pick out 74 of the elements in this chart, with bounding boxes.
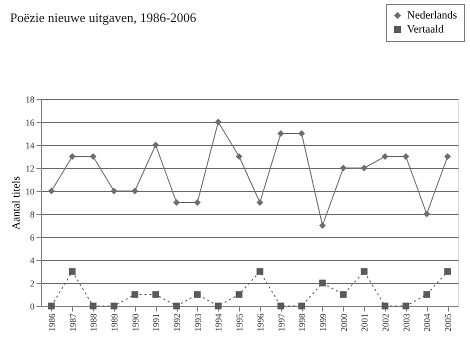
y-tick-label: 2 <box>30 278 34 288</box>
point <box>236 153 242 160</box>
x-tick-label: 1991 <box>151 314 162 332</box>
x-tick-label: 1987 <box>68 313 78 332</box>
point <box>256 268 264 275</box>
point <box>152 142 160 148</box>
x-tick-label: 2004 <box>422 313 432 332</box>
point <box>110 188 118 194</box>
x-tick-label: 2003 <box>401 313 412 332</box>
point <box>277 302 284 310</box>
y-tick-label: 18 <box>26 94 35 104</box>
y-axis-title: Aantal titels <box>10 176 22 230</box>
x-tick-label: 2001 <box>360 314 370 332</box>
x-tick-label: 1995 <box>234 313 245 332</box>
x-tick-label: 2000 <box>338 313 349 332</box>
point <box>48 188 55 194</box>
point <box>173 199 180 206</box>
point <box>423 210 430 218</box>
x-tick-label: 1989 <box>109 313 120 332</box>
y-tick-label: 8 <box>30 210 35 220</box>
x-tick-label: 1988 <box>88 313 99 332</box>
point <box>340 164 347 172</box>
point <box>360 268 368 275</box>
point <box>68 153 76 160</box>
point <box>340 291 347 298</box>
point <box>444 268 451 275</box>
x-tick-label: 1993 <box>192 313 203 332</box>
point <box>131 188 138 194</box>
point <box>194 199 201 206</box>
x-tick-label: 1998 <box>297 313 308 332</box>
point <box>298 130 305 137</box>
x-tick-label: 1994 <box>214 313 224 332</box>
point <box>214 118 222 126</box>
point <box>423 291 430 298</box>
y-tick-label: 16 <box>26 118 35 128</box>
point <box>68 268 76 275</box>
x-tick-label: 1990 <box>130 313 140 332</box>
point <box>194 291 201 298</box>
x-tick-label: 2002 <box>380 314 391 332</box>
point <box>277 130 284 137</box>
legend-label: Nederlands <box>407 10 458 22</box>
x-tick-label: 2005 <box>443 313 454 332</box>
y-tick-label: 6 <box>30 232 35 242</box>
chart-title: Poëzie nieuwe uitgaven, 1986-2006 <box>10 10 197 25</box>
point <box>444 153 451 160</box>
x-tick-label: 1999 <box>318 313 328 332</box>
y-tick-label: 4 <box>30 256 35 266</box>
y-tick-label: 0 <box>30 302 35 312</box>
point <box>110 302 118 310</box>
point <box>90 302 96 310</box>
legend-label: Vertaald <box>407 24 444 36</box>
point <box>360 164 368 172</box>
x-tick-label: 1986 <box>46 313 57 332</box>
x-tick-label: 1992 <box>172 314 182 332</box>
x-tick-label: 1996 <box>255 313 266 332</box>
point <box>236 291 242 298</box>
point <box>173 302 180 310</box>
point <box>214 302 222 310</box>
y-tick-label: 10 <box>26 186 35 196</box>
point <box>298 302 305 310</box>
point <box>382 153 388 160</box>
point <box>319 280 326 286</box>
point <box>319 222 326 229</box>
y-tick-label: 14 <box>26 140 35 150</box>
point <box>256 199 264 206</box>
point <box>48 302 55 310</box>
x-tick-label: 1997 <box>276 313 286 332</box>
point <box>152 291 160 298</box>
y-tick-label: 12 <box>26 164 34 174</box>
point <box>90 153 96 160</box>
point <box>402 153 410 160</box>
point <box>382 302 388 310</box>
point <box>131 291 138 298</box>
point <box>402 302 410 310</box>
